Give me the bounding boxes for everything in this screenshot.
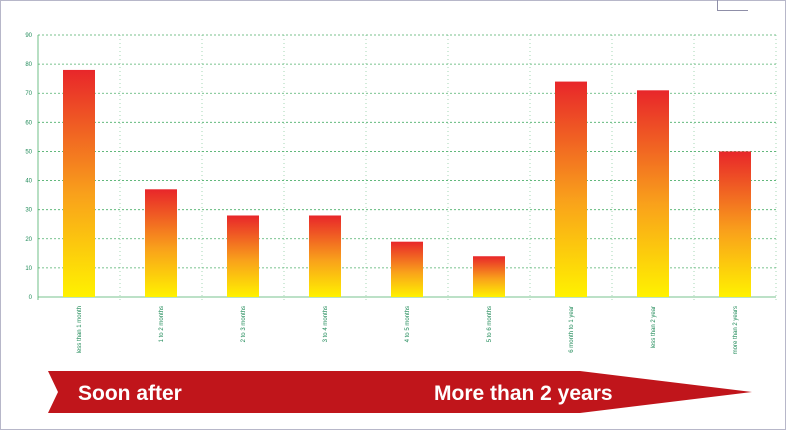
bar	[391, 241, 423, 297]
tick-labels: 0 10 20 30 40 50 60 70 80 90 less than 1 month 1 to…	[25, 33, 739, 354]
y-tick-label: 40	[25, 179, 32, 185]
bar	[63, 69, 95, 297]
x-tick-label: more than 2 years	[733, 306, 739, 354]
y-tick-label: 30	[25, 208, 32, 214]
x-tick-label: 5 to 6 months	[487, 306, 493, 342]
x-tick-label: 6 month to 1 year	[569, 306, 575, 353]
y-tick-label: 50	[25, 149, 32, 155]
bars	[63, 69, 751, 297]
x-tick-label: 1 to 2 months	[159, 306, 165, 342]
y-tick-label: 10	[25, 266, 32, 272]
y-tick-label: 0	[29, 295, 33, 301]
y-tick-label: 20	[25, 237, 32, 243]
y-tick-label: 80	[25, 62, 32, 68]
corner-decoration	[717, 0, 748, 11]
bar	[637, 90, 669, 297]
y-tick-label: 90	[25, 33, 32, 39]
bar	[227, 215, 259, 297]
x-tick-label: 2 to 3 months	[241, 306, 247, 342]
bar	[473, 256, 505, 297]
x-tick-label: less than 1 month	[77, 306, 83, 353]
bar	[555, 81, 587, 297]
bar	[719, 151, 751, 297]
bar	[145, 189, 177, 297]
y-tick-label: 60	[25, 120, 32, 126]
bar	[309, 215, 341, 297]
x-tick-label: 3 to 4 months	[323, 306, 329, 342]
x-tick-label: less than 2 year	[651, 306, 657, 348]
x-tick-label: 4 to 5 months	[405, 306, 411, 342]
y-tick-label: 70	[25, 91, 32, 97]
